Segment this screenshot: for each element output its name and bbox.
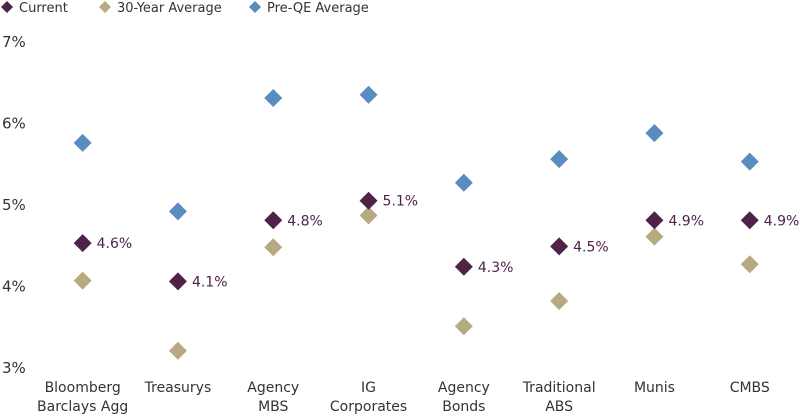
x-tick-label: IG	[361, 380, 376, 396]
point-pre-qe-average	[454, 173, 473, 192]
point-current	[168, 272, 187, 291]
y-tick-label: 3%	[2, 359, 26, 377]
point-pre-qe-average	[73, 133, 92, 152]
point-30-year-average	[168, 341, 187, 360]
point-current	[645, 211, 664, 230]
point-current	[550, 237, 569, 256]
x-tick-label: Treasurys	[144, 380, 212, 396]
data-label: 4.3%	[478, 260, 514, 276]
x-tick-label: MBS	[258, 399, 288, 415]
point-30-year-average	[359, 206, 378, 225]
point-current	[740, 211, 759, 230]
x-tick-label: Traditional	[522, 380, 596, 396]
x-tick-label: ABS	[545, 399, 573, 415]
point-pre-qe-average	[168, 202, 187, 221]
x-tick-label: Corporates	[330, 399, 407, 415]
point-pre-qe-average	[550, 150, 569, 169]
legend-marker-1	[99, 1, 111, 13]
point-30-year-average	[740, 255, 759, 274]
point-current	[264, 211, 283, 230]
point-30-year-average	[550, 291, 569, 310]
legend-marker-2	[249, 1, 261, 13]
data-label: 4.6%	[97, 236, 133, 252]
legend-marker-0	[1, 1, 13, 13]
y-tick-label: 7%	[2, 33, 26, 51]
data-label: 4.5%	[573, 239, 609, 255]
data-marks: 4.6% 4.1% 4.8% 5.1% 4.3% 4.5% 4.9% 4.9%	[73, 85, 800, 360]
point-pre-qe-average	[645, 124, 664, 143]
y-tick-label: 5%	[2, 196, 26, 214]
y-axis: 3% 4% 5% 6% 7%	[2, 33, 26, 377]
data-label: 4.8%	[287, 213, 323, 229]
point-pre-qe-average	[264, 89, 283, 108]
x-tick-label: Agency	[438, 380, 490, 396]
data-label: 4.1%	[192, 274, 228, 290]
point-30-year-average	[454, 317, 473, 336]
x-tick-label: Bloomberg	[45, 380, 121, 396]
point-30-year-average	[264, 238, 283, 257]
y-tick-label: 6%	[2, 115, 26, 133]
point-current	[73, 234, 92, 253]
x-tick-label: Bonds	[442, 399, 485, 415]
x-tick-label: CMBS	[730, 380, 770, 396]
point-30-year-average	[73, 271, 92, 290]
legend: Current 30-Year Average Pre-QE Average	[1, 1, 369, 16]
legend-label: 30-Year Average	[117, 1, 222, 16]
point-current	[454, 257, 473, 276]
data-label: 5.1%	[383, 194, 419, 210]
data-label: 4.9%	[764, 213, 800, 229]
point-30-year-average	[645, 227, 664, 246]
x-tick-label: Agency	[247, 380, 299, 396]
point-pre-qe-average	[740, 152, 759, 171]
x-tick-label: Barclays Agg	[37, 399, 128, 415]
point-current	[359, 191, 378, 210]
data-label: 4.9%	[668, 213, 704, 229]
legend-label: Current	[19, 1, 68, 16]
legend-label: Pre-QE Average	[267, 1, 369, 16]
y-tick-label: 4%	[2, 278, 26, 296]
x-tick-label: Munis	[634, 380, 675, 396]
point-pre-qe-average	[359, 85, 378, 104]
x-axis: Bloomberg Barclays Agg Treasurys Agency MBS I…	[37, 380, 770, 415]
